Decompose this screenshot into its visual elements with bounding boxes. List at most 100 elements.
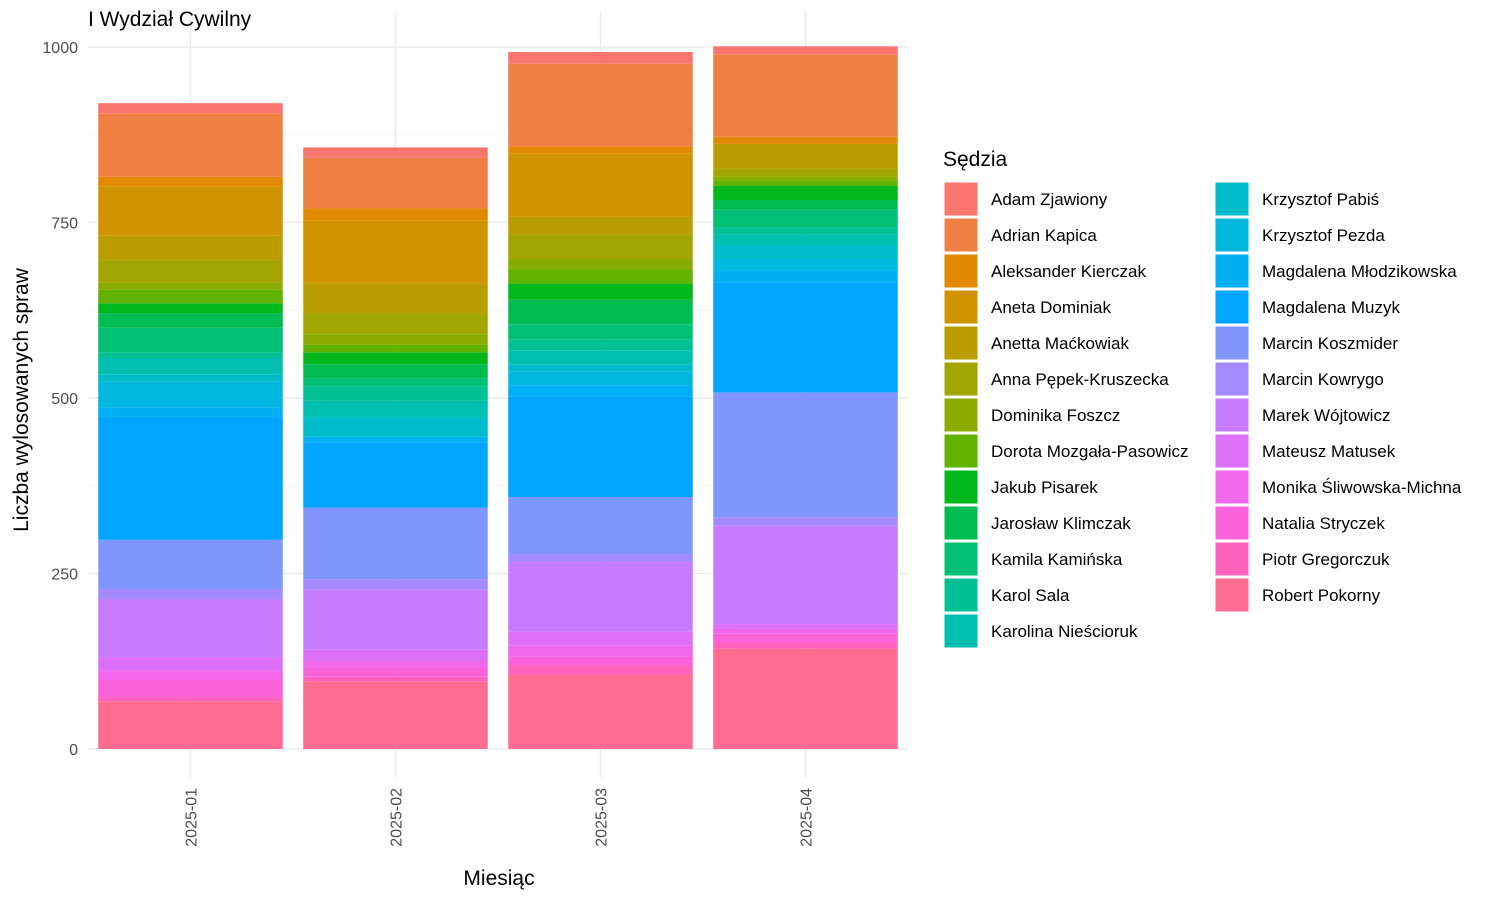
bar-segment bbox=[508, 339, 693, 351]
bar-segment bbox=[303, 400, 488, 417]
bar-segment bbox=[508, 396, 693, 497]
legend-key bbox=[943, 217, 979, 253]
bar-segment bbox=[508, 63, 693, 147]
bar-segment bbox=[713, 642, 898, 649]
bar-segment bbox=[508, 153, 693, 217]
bar-segment bbox=[303, 208, 488, 221]
bar-segment bbox=[508, 371, 693, 386]
legend-key bbox=[943, 577, 979, 613]
legend-key bbox=[943, 253, 979, 289]
bar-segment bbox=[713, 259, 898, 271]
bar-segment bbox=[303, 649, 488, 661]
legend-label: Adam Zjawiony bbox=[991, 190, 1108, 209]
chart-title: I Wydział Cywilny bbox=[88, 8, 252, 31]
y-tick-label: 0 bbox=[69, 742, 78, 759]
bar-segment bbox=[713, 234, 898, 245]
legend-label: Natalia Stryczek bbox=[1262, 514, 1385, 533]
legend-label: Robert Pokorny bbox=[1262, 586, 1381, 605]
legend-label: Jarosław Klimczak bbox=[991, 514, 1131, 533]
bar-segment bbox=[98, 303, 283, 314]
legend-key bbox=[943, 289, 979, 325]
bar-segment bbox=[508, 674, 693, 749]
bar-segment bbox=[303, 364, 488, 379]
bar-segment bbox=[303, 313, 488, 335]
legend-label: Karolina Nieścioruk bbox=[991, 622, 1138, 641]
legend-key bbox=[943, 433, 979, 469]
y-tick-label: 250 bbox=[51, 567, 78, 584]
legend-label: Marcin Kowrygo bbox=[1262, 370, 1384, 389]
bar-segment bbox=[713, 200, 898, 210]
bar-segment bbox=[508, 350, 693, 365]
y-tick-label: 1000 bbox=[42, 40, 78, 57]
x-tick-label: 2025-02 bbox=[389, 788, 406, 847]
legend-label: Anna Pępek-Kruszecka bbox=[991, 370, 1169, 389]
bar-segment bbox=[508, 324, 693, 340]
bar-segment bbox=[303, 352, 488, 365]
bar-segment bbox=[98, 697, 283, 702]
bar-segment bbox=[98, 313, 283, 328]
legend-key bbox=[1214, 541, 1250, 577]
bar-segment bbox=[508, 364, 693, 372]
legend-label: Anetta Maćkowiak bbox=[991, 334, 1129, 353]
bar-segment bbox=[303, 681, 488, 749]
bar-segment bbox=[98, 260, 283, 283]
bar-segment bbox=[98, 103, 283, 114]
bar-segment bbox=[303, 334, 488, 345]
legend-label: Piotr Gregorczuk bbox=[1262, 550, 1390, 569]
bar-segment bbox=[508, 665, 693, 675]
bar-segment bbox=[98, 701, 283, 749]
bar-segment bbox=[508, 385, 693, 397]
legend-label: Dorota Mozgała-Pasowicz bbox=[991, 442, 1188, 461]
legend-label: Marek Wójtowicz bbox=[1262, 406, 1390, 425]
legend-key bbox=[1214, 361, 1250, 397]
bar-segment bbox=[713, 633, 898, 643]
bar-segment bbox=[303, 667, 488, 677]
bar-segment bbox=[508, 496, 693, 555]
bar-segment bbox=[98, 588, 283, 600]
bar-segment bbox=[303, 283, 488, 314]
bar-segment bbox=[508, 216, 693, 235]
legend-key bbox=[1214, 397, 1250, 433]
bar-segment bbox=[98, 416, 283, 540]
y-axis-title: Liczba wylosowanych spraw bbox=[10, 267, 33, 532]
legend-label: Krzysztof Pabiś bbox=[1262, 190, 1379, 209]
bars bbox=[98, 46, 898, 749]
bar-segment bbox=[98, 186, 283, 236]
bar-segment bbox=[98, 657, 283, 672]
bar-segment bbox=[303, 157, 488, 209]
legend: Sędzia Adam Zjawiony Adrian Kapica Aleksan… bbox=[943, 148, 1462, 649]
bar-segment bbox=[303, 660, 488, 668]
bar-segment bbox=[98, 599, 283, 658]
bar-segment bbox=[713, 209, 898, 228]
bar-segment bbox=[713, 168, 898, 177]
bar-segment bbox=[713, 136, 898, 144]
bar-segment bbox=[508, 234, 693, 260]
bar-segment bbox=[98, 374, 283, 382]
bar-segment bbox=[713, 180, 898, 186]
bar-segment bbox=[98, 352, 283, 358]
bar-segment bbox=[713, 648, 898, 749]
legend-key bbox=[1214, 469, 1250, 505]
bar-segment bbox=[713, 227, 898, 235]
bar-segment bbox=[713, 282, 898, 393]
bar-segment bbox=[713, 176, 898, 181]
bar-segment bbox=[303, 579, 488, 590]
bar-segment bbox=[303, 589, 488, 650]
bar-segment bbox=[98, 679, 283, 698]
bar-segment bbox=[303, 378, 488, 387]
bar-segment bbox=[98, 176, 283, 187]
legend-label: Monika Śliwowska-Michna bbox=[1262, 478, 1462, 497]
legend-key bbox=[943, 613, 979, 649]
legend-key bbox=[943, 469, 979, 505]
legend-label: Magdalena Młodzikowska bbox=[1262, 262, 1457, 281]
legend-label: Kamila Kamińska bbox=[991, 550, 1123, 569]
y-tick-label: 500 bbox=[51, 391, 78, 408]
bar-segment bbox=[303, 344, 488, 353]
bar-segment bbox=[713, 628, 898, 634]
x-tick-label: 2025-04 bbox=[799, 788, 816, 847]
legend-label: Karol Sala bbox=[991, 586, 1070, 605]
bar-segment bbox=[508, 146, 693, 154]
x-tick-label: 2025-01 bbox=[184, 788, 201, 847]
bar-segment bbox=[508, 554, 693, 562]
